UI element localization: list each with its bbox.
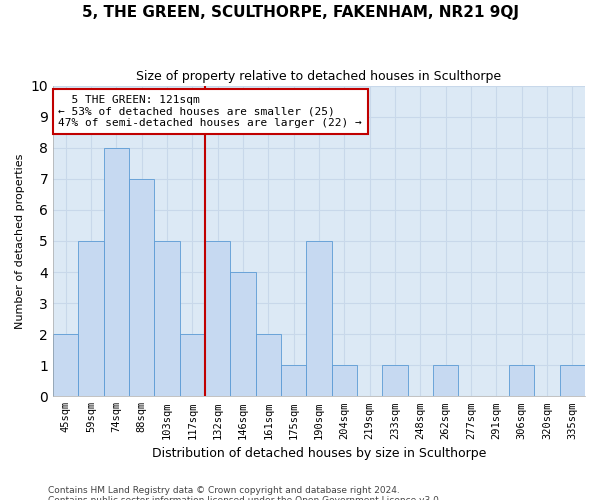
Y-axis label: Number of detached properties: Number of detached properties — [15, 153, 25, 328]
Bar — [433, 365, 458, 396]
Bar — [256, 334, 281, 396]
Bar — [53, 334, 79, 396]
Text: Contains HM Land Registry data © Crown copyright and database right 2024.: Contains HM Land Registry data © Crown c… — [48, 486, 400, 495]
X-axis label: Distribution of detached houses by size in Sculthorpe: Distribution of detached houses by size … — [152, 447, 486, 460]
Bar — [332, 365, 357, 396]
Bar — [154, 241, 179, 396]
Bar — [230, 272, 256, 396]
Bar — [129, 179, 154, 396]
Bar — [382, 365, 407, 396]
Bar — [104, 148, 129, 396]
Bar — [560, 365, 585, 396]
Bar — [205, 241, 230, 396]
Bar — [79, 241, 104, 396]
Bar — [509, 365, 535, 396]
Bar — [307, 241, 332, 396]
Text: Contains public sector information licensed under the Open Government Licence v3: Contains public sector information licen… — [48, 496, 442, 500]
Title: Size of property relative to detached houses in Sculthorpe: Size of property relative to detached ho… — [136, 70, 502, 83]
Bar — [179, 334, 205, 396]
Bar — [281, 365, 307, 396]
Text: 5, THE GREEN, SCULTHORPE, FAKENHAM, NR21 9QJ: 5, THE GREEN, SCULTHORPE, FAKENHAM, NR21… — [82, 5, 518, 20]
Text: 5 THE GREEN: 121sqm
← 53% of detached houses are smaller (25)
47% of semi-detach: 5 THE GREEN: 121sqm ← 53% of detached ho… — [58, 95, 362, 128]
